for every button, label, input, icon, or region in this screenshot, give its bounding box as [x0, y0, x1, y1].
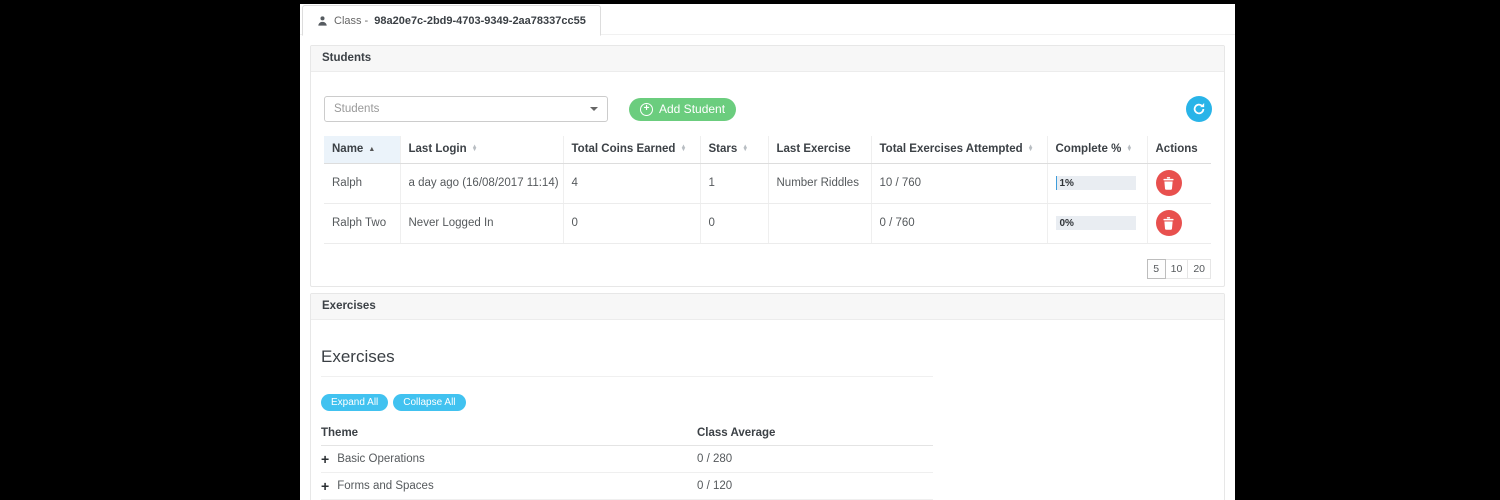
collapse-all-button[interactable]: Collapse All	[393, 394, 466, 411]
page-size-selector: 5 10 20	[324, 258, 1211, 279]
cell-complete: 0%	[1046, 203, 1147, 244]
column-header-last-exercise: Last Exercise	[767, 136, 871, 164]
cell-complete: 1%	[1046, 163, 1147, 204]
students-panel: Students Students + Add Student	[310, 45, 1225, 287]
cell-attempted: 10 / 760	[870, 163, 1047, 204]
students-select[interactable]: Students	[324, 96, 608, 122]
cell-coins: 4	[562, 163, 700, 204]
tab-class-id: 98a20e7c-2bd9-4703-9349-2aa78337cc55	[374, 14, 586, 27]
sort-both-icon: ▲ ▼	[1027, 143, 1034, 154]
refresh-icon	[1193, 103, 1205, 115]
class-average-column-header: Class Average	[697, 427, 776, 439]
trash-icon	[1163, 216, 1174, 230]
delete-student-button[interactable]	[1155, 210, 1182, 236]
expand-plus-icon[interactable]: +	[321, 478, 330, 494]
progress-bar: 0%	[1055, 216, 1136, 230]
exercises-panel-body: Exercises Expand All Collapse All Theme …	[311, 347, 1224, 500]
exercises-panel-title: Exercises	[311, 294, 1224, 320]
exercises-heading: Exercises	[321, 347, 933, 377]
theme-column-header: Theme	[321, 427, 359, 439]
cell-stars: 1	[699, 163, 768, 204]
table-row-student[interactable]: Ralph a day ago (16/08/2017 11:14) 4 1 N…	[324, 163, 1211, 204]
chevron-down-icon	[590, 107, 598, 111]
main-content: Class - 98a20e7c-2bd9-4703-9349-2aa78337…	[300, 4, 1235, 500]
sort-both-icon: ▲ ▼	[1126, 143, 1133, 154]
column-header-actions: Actions	[1146, 136, 1211, 164]
column-header-attempted[interactable]: Total Exercises Attempted ▲ ▼	[870, 136, 1047, 164]
add-student-label: Add Student	[659, 102, 726, 116]
table-row-student[interactable]: Ralph Two Never Logged In 0 0 0 / 760 0%	[324, 203, 1211, 244]
cell-actions	[1146, 163, 1211, 204]
cell-last-exercise	[767, 203, 871, 244]
sort-both-icon: ▲ ▼	[742, 143, 749, 154]
cell-coins: 0	[562, 203, 700, 244]
students-panel-body: Students + Add Student	[311, 96, 1224, 279]
page-size-20[interactable]: 20	[1188, 258, 1211, 279]
students-panel-title: Students	[311, 46, 1224, 72]
column-header-stars[interactable]: Stars ▲ ▼	[699, 136, 768, 164]
class-average-value: 0 / 280	[697, 453, 733, 465]
column-header-name[interactable]: Name ▲	[324, 136, 400, 164]
page-size-5[interactable]: 5	[1146, 258, 1166, 279]
user-icon	[318, 15, 327, 26]
cell-last-exercise: Number Riddles	[767, 163, 871, 204]
trash-icon	[1163, 176, 1174, 190]
column-header-last-login[interactable]: Last Login ▲ ▼	[399, 136, 563, 164]
exercise-theme-row[interactable]: + Basic Operations 0 / 280	[321, 446, 933, 473]
students-table: Name ▲ Last Login ▲ ▼ Tot	[324, 136, 1211, 244]
cell-actions	[1146, 203, 1211, 244]
exercises-table: Theme Class Average + Basic Operations 0…	[321, 424, 933, 500]
cell-name: Ralph Two	[324, 203, 400, 244]
students-controls: Students + Add Student	[324, 96, 1212, 122]
column-header-complete[interactable]: Complete % ▲ ▼	[1046, 136, 1147, 164]
add-student-button[interactable]: + Add Student	[629, 97, 737, 121]
page-size-10[interactable]: 10	[1165, 258, 1189, 279]
tab-class[interactable]: Class - 98a20e7c-2bd9-4703-9349-2aa78337…	[302, 5, 601, 36]
tab-bar: Class - 98a20e7c-2bd9-4703-9349-2aa78337…	[300, 4, 1235, 36]
progress-label: 0%	[1059, 217, 1074, 229]
refresh-button[interactable]	[1186, 96, 1212, 122]
exercises-panel: Exercises Exercises Expand All Collapse …	[310, 293, 1225, 500]
cell-stars: 0	[699, 203, 768, 244]
tab-label-prefix: Class -	[334, 14, 369, 27]
delete-student-button[interactable]	[1155, 170, 1182, 196]
cell-attempted: 0 / 760	[870, 203, 1047, 244]
sort-asc-icon: ▲	[368, 145, 376, 153]
expand-plus-icon[interactable]: +	[321, 451, 330, 467]
plus-circle-icon: +	[640, 102, 653, 116]
cell-last-login: a day ago (16/08/2017 11:14)	[399, 163, 563, 204]
theme-label: Basic Operations	[337, 453, 425, 465]
cell-last-login: Never Logged In	[399, 203, 563, 244]
sort-both-icon: ▲ ▼	[471, 143, 478, 154]
exercise-theme-row[interactable]: + Forms and Spaces 0 / 120	[321, 473, 933, 500]
progress-bar: 1%	[1055, 176, 1136, 190]
column-header-coins[interactable]: Total Coins Earned ▲ ▼	[562, 136, 700, 164]
students-select-placeholder: Students	[334, 103, 380, 115]
progress-fill	[1055, 176, 1057, 190]
class-average-value: 0 / 120	[697, 480, 733, 492]
exercises-table-header-row: Theme Class Average	[321, 424, 933, 446]
exercise-controls: Expand All Collapse All	[321, 394, 1214, 411]
expand-all-button[interactable]: Expand All	[321, 394, 389, 411]
theme-label: Forms and Spaces	[337, 480, 434, 492]
progress-label: 1%	[1059, 177, 1074, 189]
sort-both-icon: ▲ ▼	[680, 143, 687, 154]
cell-name: Ralph	[324, 163, 400, 204]
students-table-header-row: Name ▲ Last Login ▲ ▼ Tot	[324, 136, 1211, 164]
